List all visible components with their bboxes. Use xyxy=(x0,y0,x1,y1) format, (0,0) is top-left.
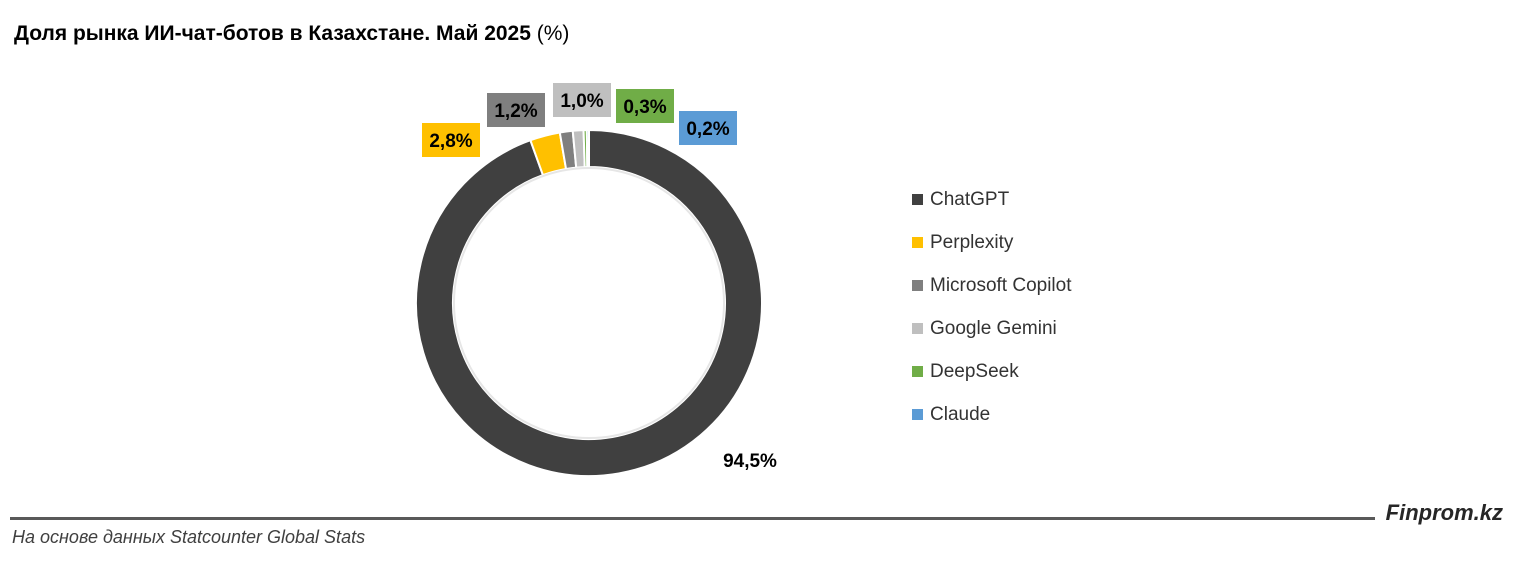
chart-title-unit: (%) xyxy=(536,22,570,45)
data-label-text: 2,8% xyxy=(429,131,472,152)
data-label-box xyxy=(616,89,674,123)
data-label-text: 0,3% xyxy=(623,97,666,118)
data-label-claude: 0,2% xyxy=(679,111,737,145)
data-label-microsoft-copilot: 1,2% xyxy=(487,93,545,127)
data-label-perplexity: 2,8% xyxy=(422,123,480,157)
legend-label-deepseek: DeepSeek xyxy=(930,360,1019,382)
chart-legend: ChatGPT Perplexity Microsoft Copilot Goo… xyxy=(912,178,1072,436)
legend-swatch-claude xyxy=(912,409,923,420)
legend-swatch-perplexity xyxy=(912,237,923,248)
legend-item-chatgpt: ChatGPT xyxy=(912,178,1072,221)
legend-swatch-deepseek xyxy=(912,366,923,377)
legend-swatch-gemini xyxy=(912,323,923,334)
data-label-box xyxy=(487,93,545,127)
donut-slice-claude xyxy=(585,128,590,169)
legend-item-perplexity: Perplexity xyxy=(912,221,1072,264)
donut-inner-ring xyxy=(453,167,725,439)
data-label-box xyxy=(679,111,737,145)
legend-swatch-chatgpt xyxy=(912,194,923,205)
data-label-deepseek: 0,3% xyxy=(616,89,674,123)
brand-label: Finprom.kz xyxy=(1385,500,1503,525)
data-label-text: 1,0% xyxy=(560,91,603,112)
chart-title: Доля рынка ИИ-чат-ботов в Казахстане. Ма… xyxy=(14,22,569,46)
data-label-google-gemini: 1,0% xyxy=(553,83,611,117)
legend-swatch-copilot xyxy=(912,280,923,291)
chart-title-main: Доля рынка ИИ-чат-ботов в Казахстане. Ма… xyxy=(14,22,531,45)
legend-item-gemini: Google Gemini xyxy=(912,307,1072,350)
legend-label-copilot: Microsoft Copilot xyxy=(930,274,1072,296)
legend-label-perplexity: Perplexity xyxy=(930,231,1014,253)
legend-item-copilot: Microsoft Copilot xyxy=(912,264,1072,307)
legend-item-claude: Claude xyxy=(912,393,1072,436)
data-label-box xyxy=(553,83,611,117)
data-label-text: 1,2% xyxy=(494,101,537,122)
data-label-box xyxy=(422,123,480,157)
data-label-chatgpt: 94,5% xyxy=(723,451,777,472)
data-label-text: 0,2% xyxy=(686,119,729,140)
legend-label-chatgpt: ChatGPT xyxy=(930,188,1010,210)
legend-item-deepseek: DeepSeek xyxy=(912,350,1072,393)
legend-label-gemini: Google Gemini xyxy=(930,317,1057,339)
data-label-text: 94,5% xyxy=(723,451,777,472)
source-note: На основе данных Statcounter Global Stat… xyxy=(12,527,366,547)
footer-divider xyxy=(10,517,1375,520)
legend-label-claude: Claude xyxy=(930,403,991,425)
donut-slice-chatgpt xyxy=(415,128,763,477)
